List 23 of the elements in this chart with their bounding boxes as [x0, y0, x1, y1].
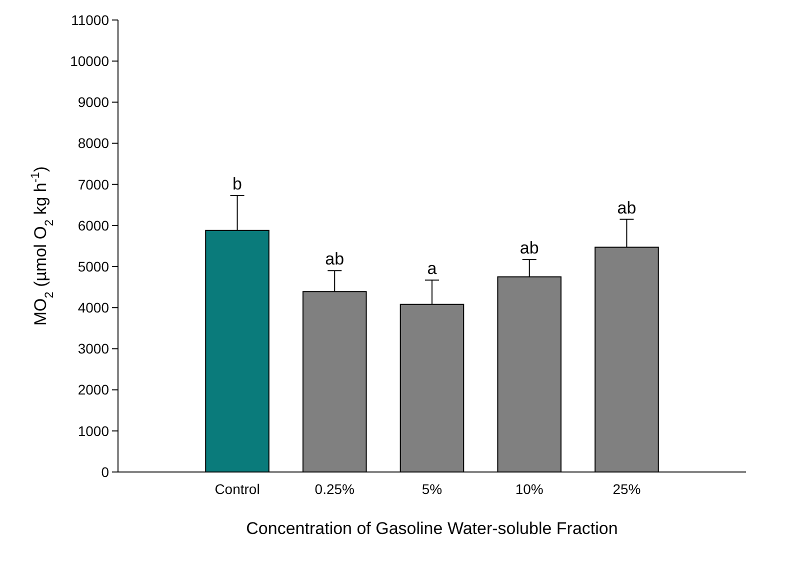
annotation: ab [325, 250, 344, 269]
annotation: ab [520, 238, 539, 258]
y-tick-label: 7000 [78, 176, 110, 192]
y-tick-label: 6000 [78, 217, 110, 234]
y-tick-label: 0 [101, 464, 110, 480]
y-tick-label: 4000 [78, 300, 110, 316]
y-tick-label: 2000 [78, 382, 110, 398]
x-axis-title: Concentration of Gasoline Water-soluble Fraction [246, 519, 618, 538]
y-tick-label: 9000 [78, 94, 110, 110]
y-tick-label: 3000 [78, 340, 110, 357]
y-tick-label: 5000 [78, 258, 110, 274]
y-tick-label: 11000 [71, 12, 110, 28]
x-tick-label: 10% [515, 481, 544, 497]
y-tick-label: 10000 [70, 52, 110, 69]
x-tick-label: 0.25% [314, 481, 354, 497]
x-tick-label: Control [214, 481, 260, 497]
annotation: b [232, 174, 242, 194]
x-tick-label: 25% [612, 481, 641, 497]
y-tick-label: 8000 [78, 135, 110, 152]
annotation: ab [617, 198, 636, 218]
y-tick-label: 1000 [78, 422, 110, 439]
annotation: a [427, 259, 438, 278]
x-tick-label: 5% [422, 481, 442, 497]
